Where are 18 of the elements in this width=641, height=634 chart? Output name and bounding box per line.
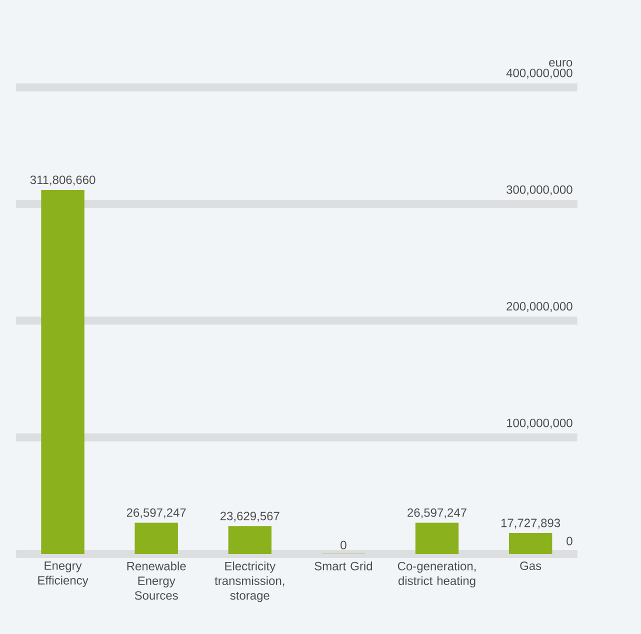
y-tick-label: 100,000,000	[506, 418, 572, 429]
data-label: 23,629,567	[220, 512, 280, 522]
x-tick-label: Renewable Energy Sources	[127, 562, 186, 600]
data-label: 311,806,660	[30, 176, 96, 186]
y-tick-label: 400,000,000	[506, 68, 572, 79]
y-tick-label: 200,000,000	[506, 302, 572, 312]
x-tick-label: Co-generation, district heating	[398, 562, 476, 588]
x-tick-label: Electricity transmission, storage	[214, 562, 284, 602]
data-label: 17,727,893	[501, 518, 560, 529]
y-axis-title: euro	[549, 60, 572, 67]
x-tick-label: Gas	[520, 562, 542, 570]
y-tick-label: 0	[566, 536, 572, 546]
x-tick-label: Smart Grid	[314, 562, 372, 570]
data-label: 0	[340, 540, 346, 550]
data-label: 26,597,247	[408, 508, 466, 518]
y-tick-label: 300,000,000	[506, 185, 572, 196]
data-label: 26,597,247	[126, 508, 186, 518]
x-tick-label: Enegry Efficiency	[38, 562, 88, 587]
